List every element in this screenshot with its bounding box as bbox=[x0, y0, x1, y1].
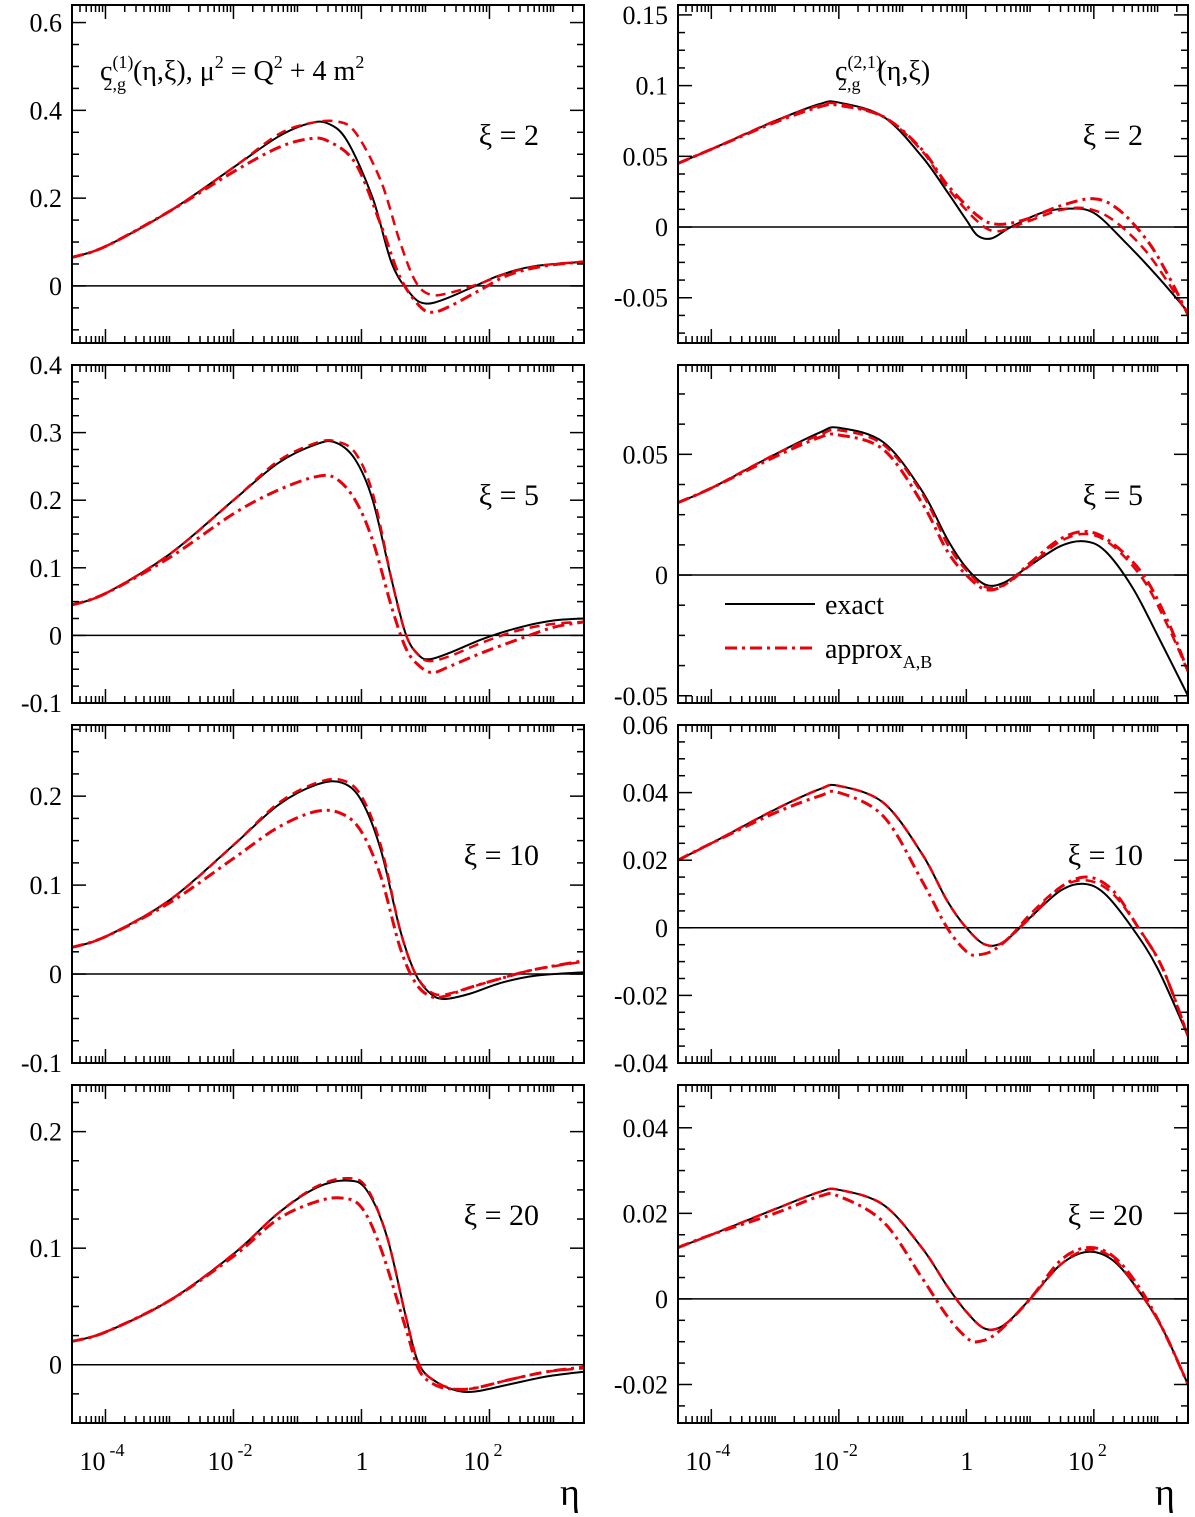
series-approx-b bbox=[72, 438, 584, 663]
panel-frame bbox=[71, 364, 585, 704]
series-approx-a bbox=[678, 1192, 1188, 1386]
series-approx-b bbox=[72, 119, 584, 297]
y-tick-label: 0 bbox=[49, 272, 62, 301]
panel-left-2: -0.1 0 0.1 0.2 ξ = 10 bbox=[21, 724, 585, 1078]
xi-label: ξ = 5 bbox=[1083, 479, 1143, 512]
x-tick-label: 10 -4 bbox=[685, 1440, 730, 1476]
x-tick-label: 10 -4 bbox=[79, 1440, 124, 1476]
y-tick-label: 0.02 bbox=[623, 1199, 669, 1228]
xi-label: ξ = 5 bbox=[479, 479, 539, 512]
panel-frame bbox=[677, 724, 1189, 1064]
series-approx-b bbox=[678, 1187, 1188, 1386]
series-approx-a bbox=[678, 432, 1188, 673]
y-tick-label: 0.1 bbox=[30, 1234, 63, 1263]
series-approx-b bbox=[72, 1176, 584, 1391]
x-axis-label-right: η bbox=[1155, 1472, 1175, 1514]
y-tick-label: 0.4 bbox=[30, 96, 63, 125]
series-approx-b bbox=[678, 428, 1188, 673]
y-tick-label: 0.02 bbox=[623, 846, 669, 875]
panel-frame bbox=[71, 724, 585, 1064]
x-tick-label: 10 -2 bbox=[207, 1440, 252, 1476]
series-exact bbox=[72, 440, 584, 661]
y-tick-label: 0.1 bbox=[30, 554, 63, 583]
series-approx-a bbox=[72, 136, 584, 314]
xi-label: ξ = 10 bbox=[1068, 839, 1143, 872]
xi-label: ξ = 20 bbox=[1068, 1199, 1143, 1232]
y-tick-label: 0 bbox=[655, 914, 668, 943]
series-exact bbox=[72, 780, 584, 1000]
series-approx-b bbox=[72, 777, 584, 997]
y-tick-label: 0.2 bbox=[30, 782, 63, 811]
series-approx-a bbox=[678, 102, 1188, 316]
y-tick-label: 0 bbox=[49, 621, 62, 650]
series-approx-a bbox=[72, 808, 584, 1000]
y-tick-label: 0.05 bbox=[623, 440, 669, 469]
y-tick-label: 0.2 bbox=[30, 1118, 63, 1147]
x-tick-label: 1 bbox=[355, 1447, 368, 1476]
x-tick-label: 10 -2 bbox=[813, 1440, 858, 1476]
y-tick-label: 0.15 bbox=[623, 1, 669, 30]
y-tick-label: -0.05 bbox=[614, 284, 668, 313]
y-tick-label: 0.6 bbox=[30, 9, 63, 38]
y-tick-label: -0.04 bbox=[614, 1049, 668, 1078]
y-tick-label: 0.04 bbox=[623, 1114, 669, 1143]
y-tick-label: 0 bbox=[655, 1285, 668, 1314]
legend-approx-label: approxA,B bbox=[825, 634, 932, 672]
series-approx-a bbox=[72, 473, 584, 675]
panel-right-2: -0.04 -0.02 0 0.02 0.04 0.06 ξ = 10 bbox=[614, 711, 1189, 1078]
x-axis-label-left: η bbox=[560, 1472, 580, 1514]
series-exact bbox=[72, 120, 584, 305]
legend-exact-label: exact bbox=[825, 590, 884, 621]
x-tick-label: 1 bbox=[960, 1447, 973, 1476]
legend: exact approxA,B bbox=[725, 590, 932, 672]
xi-label: ξ = 2 bbox=[1083, 119, 1143, 152]
y-tick-label: 0.06 bbox=[623, 711, 669, 740]
y-tick-label: 0 bbox=[655, 561, 668, 590]
series-approx-a bbox=[678, 789, 1188, 1037]
y-tick-label: 0.2 bbox=[30, 486, 63, 515]
panel-left-3: 0 0.1 0.2 ξ = 20 bbox=[30, 1084, 585, 1424]
y-tick-label: -0.05 bbox=[614, 682, 668, 711]
y-tick-label: 0.4 bbox=[30, 351, 63, 380]
left-panel-title: c(1) 2,g (η,ξ), μ2 = Q2 + 4 m2 bbox=[100, 52, 364, 94]
y-tick-label: -0.1 bbox=[21, 1049, 62, 1078]
series-approx-b bbox=[678, 101, 1188, 316]
series-exact bbox=[678, 426, 1188, 697]
x-tick-label: 10 2 bbox=[463, 1440, 502, 1476]
xi-label: ξ = 2 bbox=[479, 119, 539, 152]
y-tick-label: 0.1 bbox=[30, 871, 63, 900]
panel-left-1: -0.1 0 0.1 0.2 0.3 0.4 ξ = 5 bbox=[21, 351, 585, 718]
panel-frame bbox=[677, 4, 1189, 344]
panel-right-1: -0.05 0 0.05 ξ = 5 bbox=[614, 364, 1189, 711]
right-panel-title: c(2,1) 2,g (η,ξ) bbox=[835, 52, 930, 94]
panel-left-0: 0 0.2 0.4 0.6 ξ = 2 bbox=[30, 4, 585, 344]
y-tick-label: 0 bbox=[49, 1351, 62, 1380]
xi-label: ξ = 10 bbox=[464, 839, 539, 872]
x-tick-label: 10 2 bbox=[1068, 1440, 1107, 1476]
y-tick-label: 0.2 bbox=[30, 184, 63, 213]
panel-frame bbox=[71, 1084, 585, 1424]
y-tick-label: -0.1 bbox=[21, 689, 62, 718]
panel-right-3: -0.02 0 0.02 0.04 ξ = 20 bbox=[614, 1084, 1189, 1424]
y-tick-label: 0.1 bbox=[636, 72, 669, 101]
y-tick-label: -0.02 bbox=[614, 1370, 668, 1399]
y-tick-label: 0 bbox=[655, 213, 668, 242]
x-axis-labels: 10 -4 10 -2 1 10 2 10 -4 10 -2 1 10 2 bbox=[79, 1440, 1106, 1476]
panel-frame bbox=[677, 364, 1189, 704]
y-tick-label: 0.3 bbox=[30, 419, 63, 448]
y-tick-label: 0.05 bbox=[623, 142, 669, 171]
panel-right-0: -0.05 0 0.05 0.1 0.15 ξ = 2 bbox=[614, 1, 1189, 344]
series-approx-b bbox=[678, 783, 1188, 1037]
y-tick-label: -0.02 bbox=[614, 981, 668, 1010]
y-tick-label: 0 bbox=[49, 960, 62, 989]
y-tick-label: 0.04 bbox=[623, 779, 669, 808]
xi-label: ξ = 20 bbox=[464, 1199, 539, 1232]
